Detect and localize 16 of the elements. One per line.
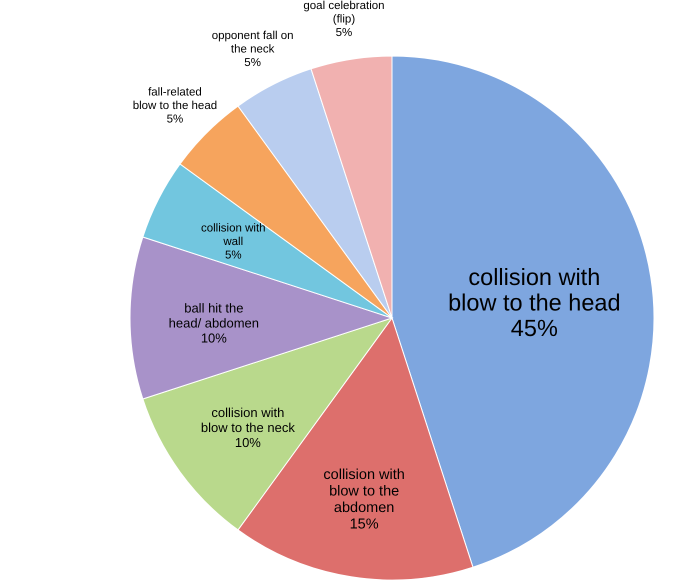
data-label: 5% xyxy=(244,56,261,69)
data-label: 5% xyxy=(224,249,242,262)
slice-label: collision with blow to the neck xyxy=(200,404,296,435)
data-label: 45% xyxy=(510,314,558,341)
slice-label: opponent fall on the neck xyxy=(212,30,294,56)
slice-label: collision with wall xyxy=(200,222,266,248)
data-label: 5% xyxy=(166,113,184,126)
slice-label: collision with blow to the head xyxy=(448,264,621,316)
data-label: 10% xyxy=(234,434,262,450)
slice-label: goal celebration (flip) xyxy=(303,0,385,26)
data-label: 10% xyxy=(200,330,228,346)
data-label: 5% xyxy=(336,27,352,40)
data-label: 15% xyxy=(350,516,379,533)
slice-label: ball hit the head/ abdomen xyxy=(168,300,260,330)
slice-label: collision with blow to the abdomen xyxy=(323,467,405,516)
slice-label: fall-related blow to the head xyxy=(132,86,218,112)
